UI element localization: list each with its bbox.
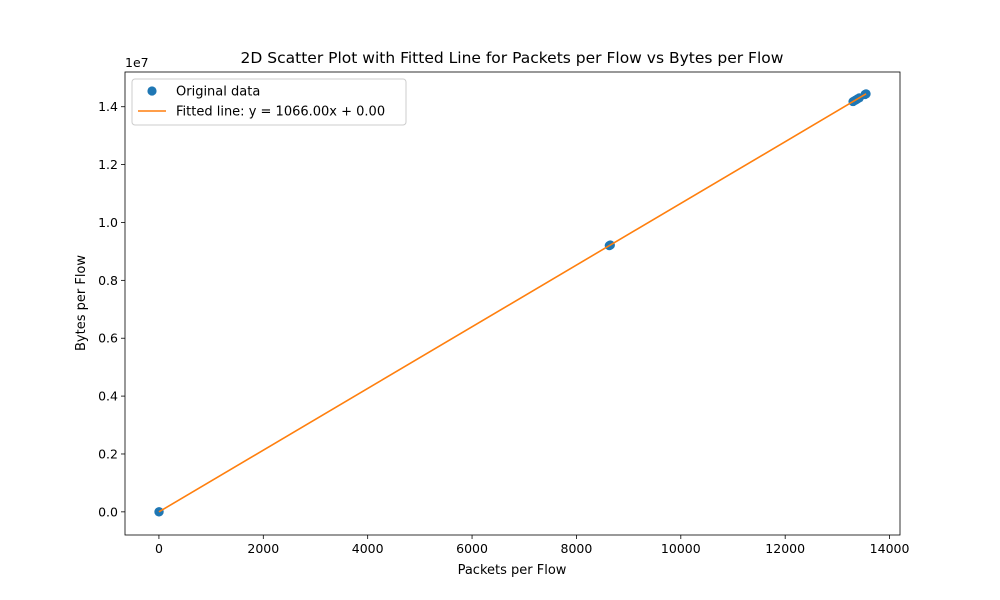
x-tick-label: 4000 <box>352 541 384 556</box>
y-tick-label: 0.8 <box>98 273 118 288</box>
x-tick-label: 8000 <box>561 541 593 556</box>
y-axis-offset-text: 1e7 <box>125 55 149 70</box>
plot-area: 0 2000 4000 6000 8000 10000 12000 14000 0.0 0.2 0.… <box>98 71 910 556</box>
legend-frame <box>131 78 407 126</box>
y-tick-label: 0.0 <box>98 504 118 519</box>
chart-title: 2D Scatter Plot with Fitted Line for Pac… <box>241 49 784 67</box>
y-axis-label: Bytes per Flow <box>74 255 89 351</box>
legend-label-fitted-line: Fitted line: y = 1066.00x + 0.00 <box>176 105 385 120</box>
x-tick-label: 12000 <box>765 541 805 556</box>
x-tick-label: 0 <box>155 541 163 556</box>
y-tick-label: 1.0 <box>98 215 118 230</box>
fitted-line <box>158 93 867 513</box>
x-tick-label: 10000 <box>661 541 701 556</box>
legend: Original data Fitted line: y = 1066.00x +… <box>131 78 407 126</box>
y-tick-label: 0.6 <box>98 331 118 346</box>
x-tick-label: 6000 <box>456 541 488 556</box>
y-tick-label: 0.2 <box>98 446 118 461</box>
y-tick-label: 1.2 <box>98 157 118 172</box>
legend-label-original-data: Original data <box>176 85 260 100</box>
axes-frame <box>124 71 901 536</box>
x-tick-label: 14000 <box>870 541 910 556</box>
x-tick-label: 2000 <box>247 541 279 556</box>
legend-marker-original-data <box>147 86 157 96</box>
x-axis-label: Packets per Flow <box>458 563 567 578</box>
y-tick-label: 1.4 <box>98 99 118 114</box>
y-tick-label: 0.4 <box>98 389 118 404</box>
data-point <box>861 89 871 99</box>
